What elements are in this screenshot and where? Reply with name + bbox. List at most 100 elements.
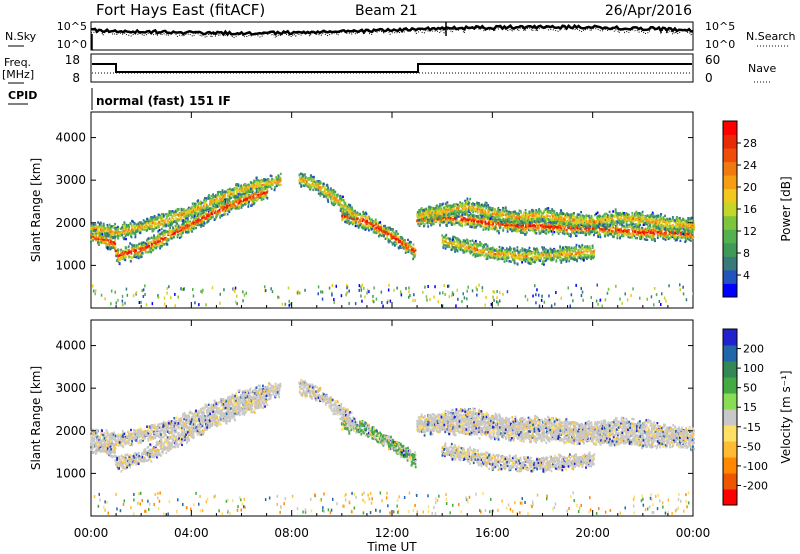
echo-cell [138,253,141,256]
echo-cell [177,214,180,217]
echo-cell [128,255,130,259]
echo-cell [619,237,621,240]
echo-cell [484,220,487,224]
echo-cell [271,178,274,181]
echo-cell [125,226,127,229]
echo-cell [166,219,169,223]
echo-cell [240,184,243,187]
echo-cell [595,229,598,232]
echo-cell [227,194,229,198]
echo-cell [112,246,115,249]
echo-cell [469,197,472,201]
echo-cell [168,212,171,215]
echo-cell [460,210,463,213]
echo-cell [99,235,101,238]
echo-cell [692,235,695,238]
echo-cell [106,230,109,233]
echo-cell [275,176,277,179]
echo-cell [188,212,191,215]
echo-cell [379,221,382,224]
echo-cell [236,185,239,189]
echo-cell [116,228,119,231]
echo-cell [97,230,100,233]
echo-cell [188,208,191,211]
echo-cell [123,224,126,227]
echo-cell [113,226,115,229]
echo-cell [264,187,267,191]
echo-cell [431,208,433,211]
echo-cell [161,242,164,245]
echo-cell [113,236,116,239]
echo-cell [220,192,222,195]
echo-cell [365,211,367,214]
echo-cell [210,203,213,206]
echo-cell [176,235,179,239]
echo-cell [259,184,262,187]
echo-cell [153,223,156,227]
echo-cell [107,242,110,245]
echo-cell [361,214,364,217]
echo-cell [203,198,206,201]
echo-cell [215,212,218,215]
echo-cell [176,217,179,221]
echo-cell [654,238,656,241]
echo-cell [575,234,578,237]
echo-cell [384,237,387,240]
echo-cell [247,188,250,191]
echo-cell [109,238,111,241]
echo-cell [198,215,201,218]
echo-cell [240,204,243,208]
echo-cell [450,220,452,224]
echo-cell [117,236,120,239]
echo-cell [520,228,523,232]
echo-cell [631,236,633,239]
echo-cell [506,230,509,233]
echo-cell [270,175,273,178]
echo-cell [175,210,177,213]
echo-cell [252,202,255,206]
echo-cell [155,247,157,250]
echo-cell [234,196,237,200]
echo-cell [690,239,692,242]
echo-cell [139,223,142,227]
echo-cell [170,224,173,227]
echo-cell [434,216,437,220]
echo-cell [120,248,123,251]
echo-cell [189,207,192,211]
echo-cell [110,229,113,232]
freq-panel-frame [90,53,694,83]
echo-cell [222,208,225,211]
echo-cell [575,231,578,234]
echo-cell [210,207,213,210]
echo-cell [168,221,170,224]
echo-cell [171,210,174,213]
echo-cell [147,227,150,230]
echo-cell [219,202,222,205]
echo-cell [345,219,347,222]
echo-cell [252,199,255,202]
echo-cell [138,221,141,224]
echo-cell [453,207,455,210]
echo-cell [157,223,160,227]
echo-cell [273,188,276,192]
echo-cell [97,237,100,241]
nsearch-tick-bottom: 10^0 [705,38,735,51]
echo-cell [466,200,468,203]
echo-cell [174,224,177,228]
echo-cell [173,236,175,239]
echo-cell [374,220,377,223]
echo-cell [494,219,497,223]
echo-cell [132,231,135,234]
echo-cell [168,229,171,232]
echo-cell [597,235,600,238]
echo-cell [114,247,116,251]
echo-cell [247,205,250,208]
echo-cell [233,206,236,209]
echo-cell [497,215,500,218]
echo-cell [356,211,359,214]
echo-cell [149,248,152,251]
echo-cell [200,208,203,211]
echo-cell [588,233,591,236]
echo-cell [556,229,559,232]
